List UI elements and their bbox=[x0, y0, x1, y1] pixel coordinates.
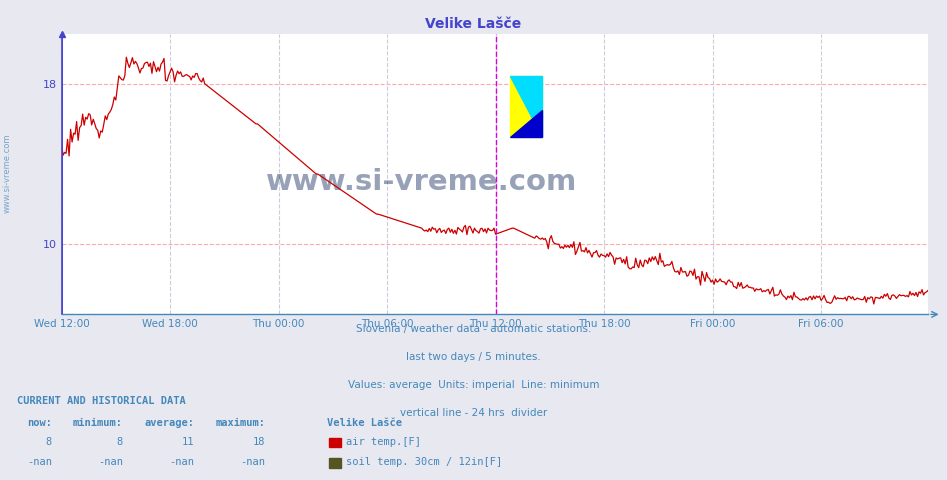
Text: Slovenia / weather data - automatic stations.: Slovenia / weather data - automatic stat… bbox=[356, 324, 591, 334]
Text: -nan: -nan bbox=[98, 457, 123, 467]
Text: -nan: -nan bbox=[170, 457, 194, 467]
Text: www.si-vreme.com: www.si-vreme.com bbox=[3, 133, 12, 213]
Text: air temp.[F]: air temp.[F] bbox=[346, 437, 420, 447]
Text: Velike Lašče: Velike Lašče bbox=[425, 17, 522, 31]
Text: www.si-vreme.com: www.si-vreme.com bbox=[265, 168, 577, 196]
Text: Velike Lašče: Velike Lašče bbox=[327, 418, 402, 428]
Text: 11: 11 bbox=[182, 437, 194, 447]
Text: average:: average: bbox=[144, 418, 194, 428]
Text: maximum:: maximum: bbox=[215, 418, 265, 428]
Text: 18: 18 bbox=[253, 437, 265, 447]
Polygon shape bbox=[509, 76, 543, 137]
Bar bbox=[509, 76, 543, 137]
Text: CURRENT AND HISTORICAL DATA: CURRENT AND HISTORICAL DATA bbox=[17, 396, 186, 406]
Text: -nan: -nan bbox=[241, 457, 265, 467]
Text: minimum:: minimum: bbox=[73, 418, 123, 428]
Text: vertical line - 24 hrs  divider: vertical line - 24 hrs divider bbox=[400, 408, 547, 418]
Text: Values: average  Units: imperial  Line: minimum: Values: average Units: imperial Line: mi… bbox=[348, 380, 599, 390]
Text: 8: 8 bbox=[116, 437, 123, 447]
Text: soil temp. 30cm / 12in[F]: soil temp. 30cm / 12in[F] bbox=[346, 457, 502, 467]
Text: 8: 8 bbox=[45, 437, 52, 447]
Text: now:: now: bbox=[27, 418, 52, 428]
Text: -nan: -nan bbox=[27, 457, 52, 467]
Text: last two days / 5 minutes.: last two days / 5 minutes. bbox=[406, 352, 541, 362]
Polygon shape bbox=[509, 110, 543, 137]
